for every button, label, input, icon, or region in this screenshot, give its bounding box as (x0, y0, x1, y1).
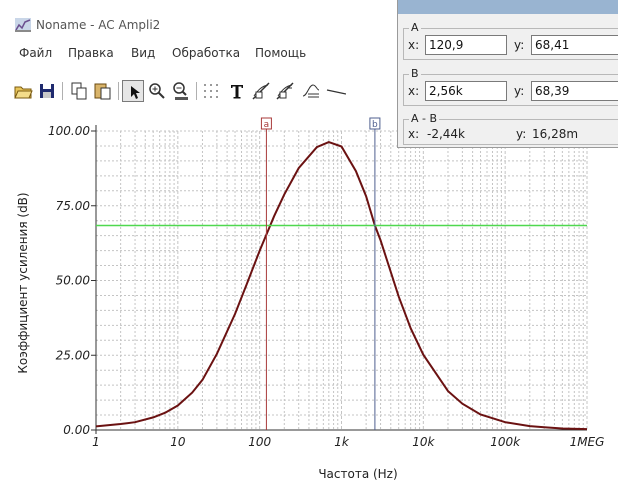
line-button[interactable] (324, 80, 346, 102)
pointer-icon (131, 86, 140, 99)
cursor-readout-panel: A x: y: B x: y: A - B x: -2,44k y: 16,28… (397, 0, 618, 148)
open-button[interactable] (12, 80, 34, 102)
plot-series (95, 141, 588, 431)
cursor-b-group: B x: y: (403, 67, 618, 106)
toolbar-separator (118, 82, 119, 100)
plot-tick-labels: 0.00 25.00 50.00 75.00 100.00 1 10 100 1k 10k 100k… (48, 124, 604, 449)
cursor-diff-group-label: A - B (409, 112, 440, 126)
grid-icon (204, 84, 218, 98)
paste-icon (94, 83, 111, 100)
paste-button[interactable] (92, 80, 114, 102)
cursor-b-x-label: x: (408, 84, 420, 98)
text-icon (231, 85, 243, 99)
toolbar-separator (62, 82, 63, 100)
zoom-in-icon (149, 83, 165, 99)
cursor-b-y-input[interactable] (531, 81, 618, 101)
zoom-100-icon (173, 82, 188, 100)
x-axis-title: Частота (Hz) (318, 467, 397, 481)
diff-y-value: 16,28m (532, 127, 579, 141)
cursor-b-handle (369, 117, 381, 130)
cursor-a-button[interactable] (250, 80, 272, 102)
menu-process[interactable]: Обработка (172, 46, 241, 60)
x-tick-label: 1MEG (570, 435, 605, 449)
line-icon (326, 89, 346, 95)
menu-help[interactable]: Помощь (255, 46, 307, 60)
text-button[interactable] (226, 80, 248, 102)
y-tick-label: 25.00 (56, 348, 91, 362)
cursor-a-tag: a (264, 120, 270, 130)
y-tick-label: 100.00 (48, 124, 90, 138)
cursor-a-y-label: y: (514, 38, 525, 52)
cursor-b-icon (276, 82, 294, 100)
y-axis-title: Коэффициент усиления (dB) (16, 192, 30, 373)
cursor-a-handle (260, 117, 272, 130)
x-tick-label: 1 (92, 435, 100, 449)
diff-x-value: -2,44k (427, 127, 465, 141)
toolbar-separator (196, 82, 197, 100)
cursor-a-group-label: A (409, 21, 421, 35)
menu-view[interactable]: Вид (131, 46, 156, 60)
pointer-button[interactable] (122, 80, 144, 102)
save-button[interactable] (36, 80, 58, 102)
menu-file[interactable]: Файл (19, 46, 53, 60)
y-tick-label: 0.00 (63, 423, 90, 437)
cursor-a-group: A x: y: (403, 21, 618, 60)
copy-button[interactable] (68, 80, 90, 102)
cursor-b-y-label: y: (514, 84, 525, 98)
open-icon (14, 86, 33, 99)
y-tick-label: 75.00 (56, 199, 91, 213)
cursor-diff-group: A - B x: -2,44k y: 16,28m (403, 112, 618, 145)
zoom-100-button[interactable] (170, 80, 192, 102)
x-tick-label: 100k (490, 435, 521, 449)
plot-grid (95, 130, 588, 431)
panel-title-bar (398, 0, 618, 14)
x-tick-label: 10 (170, 435, 186, 449)
app-icon (15, 18, 31, 32)
diff-y-label: y: (516, 127, 527, 141)
save-icon (40, 84, 54, 98)
zoom-in-button[interactable] (146, 80, 168, 102)
diff-x-label: x: (408, 127, 420, 141)
y-tick-label: 50.00 (56, 274, 91, 288)
x-tick-label: 100 (248, 435, 271, 449)
cursor-b-tag: b (372, 120, 378, 130)
copy-icon (71, 82, 87, 100)
cursor-b-group-label: B (409, 67, 421, 81)
toolbar (12, 80, 402, 104)
gain-curve (95, 141, 588, 431)
cursor-b-button[interactable] (274, 80, 296, 102)
x-tick-label: 10k (412, 435, 435, 449)
cursor-a-y-input[interactable] (531, 35, 618, 55)
x-tick-label: 1k (334, 435, 350, 449)
window-title: Noname - AC Ampli2 (36, 18, 161, 32)
baseline-button[interactable] (300, 80, 322, 102)
baseline-icon (302, 84, 320, 98)
cursor-b-x-input[interactable] (425, 81, 507, 101)
cursor-a-icon (252, 82, 270, 100)
grid-button[interactable] (200, 80, 222, 102)
menu-edit[interactable]: Правка (68, 46, 114, 60)
plot-frame (91, 125, 587, 434)
cursor-a-x-label: x: (408, 38, 420, 52)
cursor-a-x-input[interactable] (425, 35, 507, 55)
